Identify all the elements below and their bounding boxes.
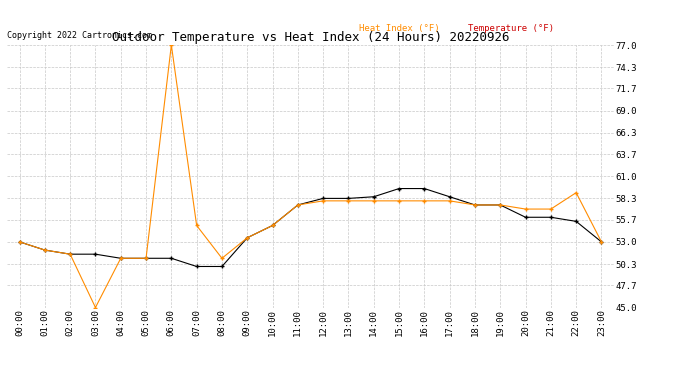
- Text: Heat Index (°F): Heat Index (°F): [359, 24, 440, 33]
- Text: Copyright 2022 Cartronics.com: Copyright 2022 Cartronics.com: [7, 30, 152, 39]
- Title: Outdoor Temperature vs Heat Index (24 Hours) 20220926: Outdoor Temperature vs Heat Index (24 Ho…: [112, 31, 509, 44]
- Text: Temperature (°F): Temperature (°F): [469, 24, 554, 33]
